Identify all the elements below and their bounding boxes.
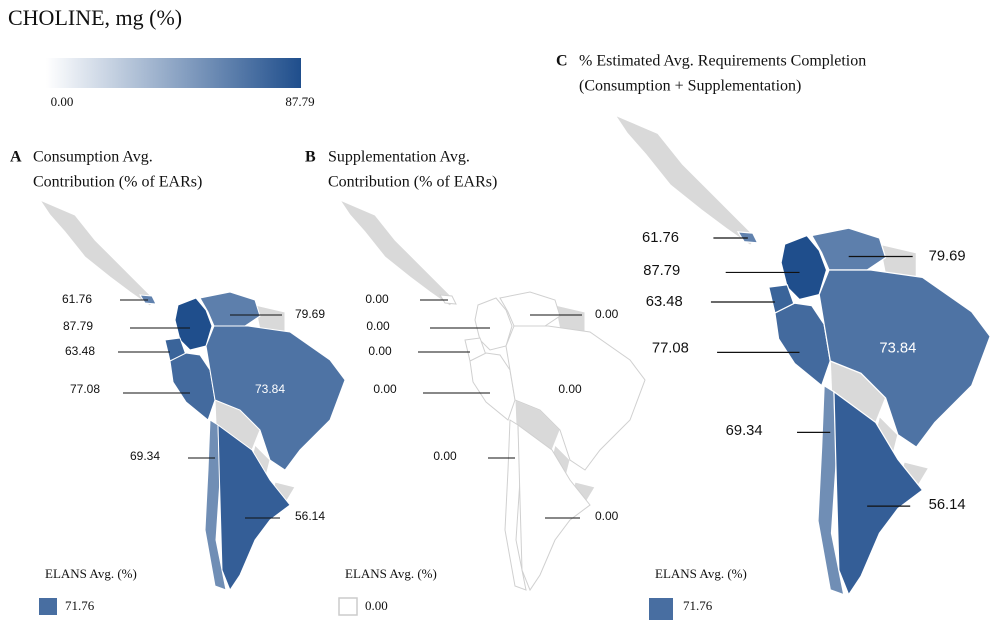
panel-title: Supplementation Avg. bbox=[328, 149, 470, 166]
map: 61.76 87.79 63.48 77.08 73.84 69.34 56.14 79.69 bbox=[38, 198, 346, 592]
country-region bbox=[517, 423, 591, 592]
legend-value: 71.76 bbox=[683, 598, 713, 613]
non-study-country bbox=[38, 198, 156, 307]
legend-swatch bbox=[338, 597, 358, 616]
scale-min: 0.00 bbox=[51, 94, 74, 109]
non-study-country bbox=[613, 113, 758, 247]
panel-letter: B bbox=[305, 149, 316, 166]
panel-letter: C bbox=[556, 53, 568, 70]
country-value: 0.00 bbox=[366, 319, 390, 333]
country-region bbox=[199, 291, 261, 327]
panel: A Consumption Avg. Contribution (% of EARs… bbox=[10, 149, 346, 615]
panel-title: Contribution (% of EARs) bbox=[328, 174, 497, 191]
country-value: 87.79 bbox=[643, 263, 680, 279]
panel-letter: A bbox=[10, 149, 22, 166]
country-value: 56.14 bbox=[295, 509, 325, 523]
country-value: 63.48 bbox=[65, 344, 95, 358]
country-value: 73.84 bbox=[879, 341, 916, 357]
country-value: 0.00 bbox=[373, 382, 397, 396]
panel: C % Estimated Avg. Requirements Completio… bbox=[556, 53, 991, 620]
map: 61.76 87.79 63.48 77.08 73.84 69.34 56.14 79.69 bbox=[613, 113, 991, 597]
map: 0.00 0.00 0.00 0.00 0.00 0.00 0.00 0.00 bbox=[338, 198, 646, 592]
country-region bbox=[774, 302, 831, 387]
panel-title: Contribution (% of EARs) bbox=[33, 174, 202, 191]
country-value: 0.00 bbox=[595, 307, 619, 321]
legend-title: ELANS Avg. (%) bbox=[345, 566, 437, 581]
country-value: 0.00 bbox=[433, 449, 457, 463]
country-value: 61.76 bbox=[642, 230, 679, 246]
country-region bbox=[833, 390, 924, 597]
country-value: 79.69 bbox=[929, 248, 966, 264]
scale-max: 87.79 bbox=[285, 94, 314, 109]
country-value: 0.00 bbox=[365, 292, 389, 306]
country-value: 73.84 bbox=[255, 382, 285, 396]
country-value: 61.76 bbox=[62, 292, 92, 306]
non-study-country bbox=[338, 198, 456, 307]
legend-swatch bbox=[649, 598, 673, 620]
legend-value: 0.00 bbox=[365, 598, 388, 613]
country-region bbox=[499, 291, 561, 327]
country-region bbox=[818, 269, 991, 448]
legend-swatch bbox=[39, 598, 57, 615]
country-value: 0.00 bbox=[595, 509, 619, 523]
panel-title: Consumption Avg. bbox=[33, 149, 153, 166]
panel: B Supplementation Avg. Contribution (% of … bbox=[305, 149, 646, 616]
country-value: 87.79 bbox=[63, 319, 93, 333]
country-value: 79.69 bbox=[295, 307, 325, 321]
country-value: 0.00 bbox=[558, 382, 582, 396]
legend-title: ELANS Avg. (%) bbox=[45, 566, 137, 581]
country-region bbox=[505, 325, 646, 471]
country-region bbox=[469, 352, 516, 421]
country-region bbox=[169, 352, 216, 421]
panel-title: % Estimated Avg. Requirements Completion bbox=[579, 53, 866, 70]
country-value: 69.34 bbox=[130, 449, 160, 463]
country-value: 0.00 bbox=[368, 344, 392, 358]
country-value: 77.08 bbox=[70, 382, 100, 396]
country-value: 56.14 bbox=[929, 497, 966, 513]
country-region bbox=[217, 423, 291, 592]
panel-title: (Consumption + Supplementation) bbox=[579, 78, 801, 95]
country-value: 69.34 bbox=[726, 423, 763, 439]
country-region bbox=[205, 325, 346, 471]
legend-title: ELANS Avg. (%) bbox=[655, 566, 747, 581]
country-value: 77.08 bbox=[652, 341, 689, 357]
legend-value: 71.76 bbox=[65, 598, 95, 613]
country-region bbox=[810, 227, 887, 271]
color-scale bbox=[46, 58, 301, 88]
figure-title: CHOLINE, mg (%) bbox=[8, 5, 182, 30]
country-value: 63.48 bbox=[646, 294, 683, 310]
